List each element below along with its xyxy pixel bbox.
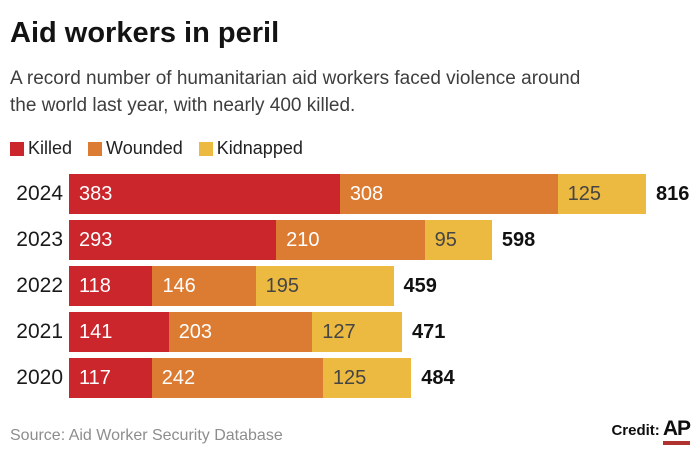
bar-segment-wounded: 308: [339, 174, 558, 214]
stacked-bar: 293 210 95: [69, 220, 492, 260]
bar-segment-wounded: 146: [152, 266, 256, 306]
value-label: 118: [79, 274, 111, 297]
bar-row-2024: 2024 383 308 125 816: [10, 174, 690, 214]
legend-item-wounded: Wounded: [88, 138, 183, 159]
bar-segment-kidnapped: 95: [424, 220, 492, 260]
legend-swatch-icon: [10, 141, 24, 156]
source-note: Source: Aid Worker Security Database: [10, 427, 283, 444]
value-label: 95: [434, 228, 457, 251]
legend-label: Killed: [28, 138, 73, 158]
ap-logo: AP: [662, 417, 691, 445]
stacked-bar: 383 308 125: [69, 174, 646, 214]
bar-segment-kidnapped: 127: [312, 312, 403, 352]
bar-segment-wounded: 242: [151, 358, 323, 398]
bar-segment-killed: 293: [69, 220, 277, 260]
chart-subtitle: A record number of humanitarian aid work…: [10, 65, 690, 119]
total-label: 598: [501, 228, 536, 251]
value-label: 127: [322, 320, 356, 343]
subtitle-line-2: the world last year, with nearly 400 kil…: [10, 95, 356, 116]
value-label: 125: [332, 366, 367, 389]
legend: Killed Wounded Kidnapped: [10, 138, 690, 159]
bar-segment-kidnapped: 125: [322, 358, 412, 398]
year-label: 2020: [16, 366, 63, 389]
stacked-bar-chart: 2024 383 308 125 816 2023 293 210 95 598 2022 118 14…: [10, 174, 690, 398]
value-label: 141: [79, 320, 113, 343]
legend-item-killed: Killed: [10, 138, 72, 159]
bar-row-2021: 2021 141 203 127 471: [10, 312, 690, 352]
value-label: 383: [79, 182, 113, 205]
ap-logo-text: AP: [662, 417, 691, 440]
total-label: 816: [655, 182, 690, 205]
value-label: 308: [349, 182, 384, 205]
ap-logo-underline: [662, 441, 690, 445]
bar-segment-killed: 118: [69, 266, 153, 306]
bar-segment-killed: 383: [69, 174, 340, 214]
bar-segment-kidnapped: 195: [255, 266, 394, 306]
bar-segment-wounded: 203: [168, 312, 313, 352]
legend-label: Kidnapped: [216, 138, 303, 158]
stacked-bar: 141 203 127: [69, 312, 403, 352]
value-label: 146: [162, 274, 196, 297]
value-label: 195: [265, 274, 300, 297]
year-label: 2021: [16, 320, 63, 343]
bar-segment-wounded: 210: [276, 220, 425, 260]
year-label: 2024: [16, 182, 63, 205]
year-label: 2023: [16, 228, 63, 251]
bar-row-2023: 2023 293 210 95 598: [10, 220, 690, 260]
total-label: 484: [421, 366, 455, 389]
legend-label: Wounded: [106, 138, 183, 158]
value-label: 293: [79, 228, 113, 251]
subtitle-line-1: A record number of humanitarian aid work…: [10, 68, 581, 89]
total-label: 459: [403, 274, 437, 297]
bar-row-2020: 2020 117 242 125 484: [10, 358, 690, 398]
year-label: 2022: [16, 274, 63, 297]
value-label: 242: [161, 366, 196, 389]
chart-title: Aid workers in peril: [10, 17, 280, 49]
credit-label: Credit:: [611, 422, 660, 439]
value-label: 203: [178, 320, 213, 343]
value-label: 125: [567, 182, 601, 205]
legend-swatch-icon: [88, 141, 103, 156]
stacked-bar: 117 242 125: [69, 358, 412, 398]
total-label: 471: [412, 320, 446, 343]
bar-segment-killed: 141: [69, 312, 169, 352]
stacked-bar: 118 146 195: [69, 266, 394, 306]
legend-swatch-icon: [198, 141, 213, 156]
legend-item-kidnapped: Kidnapped: [198, 138, 303, 159]
bar-row-2022: 2022 118 146 195 459: [10, 266, 690, 306]
value-label: 210: [286, 228, 320, 251]
credit: Credit: AP: [611, 417, 691, 445]
bar-segment-killed: 117: [69, 358, 152, 398]
bar-segment-kidnapped: 125: [557, 174, 646, 214]
footer: Source: Aid Worker Security Database Cre…: [10, 417, 691, 445]
value-label: 117: [79, 366, 111, 389]
